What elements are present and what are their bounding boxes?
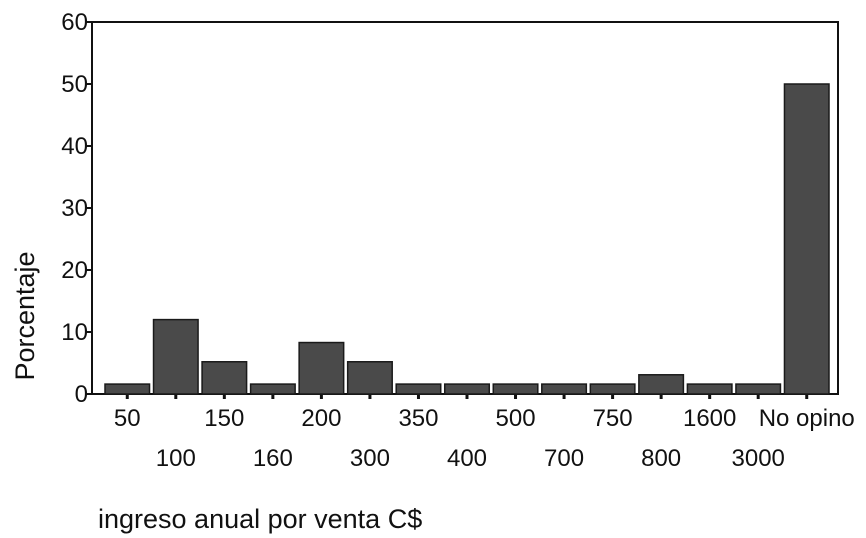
x-tick-label: No opino [759, 405, 855, 432]
bar-500 [492, 383, 539, 395]
x-tick-label: 350 [398, 405, 438, 432]
x-tick-label: 500 [496, 405, 536, 432]
bar-50 [104, 383, 151, 395]
bar-160 [249, 383, 296, 395]
bar-800 [638, 374, 685, 395]
bar-1600 [686, 383, 733, 395]
x-tick-label: 100 [156, 445, 196, 472]
y-tick-label: 40 [61, 133, 88, 160]
x-tick-label: 300 [350, 445, 390, 472]
x-tick-label: 750 [593, 405, 633, 432]
y-tick-label: 30 [61, 195, 88, 222]
bar-no-opino [783, 83, 830, 395]
x-tick-label: 200 [301, 405, 341, 432]
bar-400 [443, 383, 491, 395]
x-tick-label: 800 [641, 445, 681, 472]
bar-200 [298, 341, 345, 395]
y-tick-label: 20 [61, 257, 88, 284]
bar-100 [152, 318, 199, 395]
x-tick-label: 3000 [732, 445, 785, 472]
bar-350 [395, 383, 442, 395]
x-tick-label: 150 [204, 405, 244, 432]
bar-300 [346, 361, 393, 395]
bar-150 [201, 361, 248, 395]
x-tick-label: 400 [447, 445, 487, 472]
bar-3000 [735, 383, 782, 395]
y-tick-label: 50 [61, 71, 88, 98]
x-tick-label: 700 [544, 445, 584, 472]
plot-border [91, 21, 839, 395]
y-tick-label: 0 [75, 381, 88, 408]
x-tick-label: 160 [253, 445, 293, 472]
x-tick-label: 1600 [683, 405, 736, 432]
bars [104, 83, 830, 395]
bar-700 [541, 383, 588, 395]
plot-frame [91, 21, 839, 395]
bar-750 [589, 383, 636, 395]
y-tick-label: 10 [61, 319, 88, 346]
y-axis-title: Porcentaje [10, 251, 40, 380]
y-tick-label: 60 [61, 9, 88, 36]
x-axis-title: ingreso anual por venta C$ [98, 504, 422, 534]
x-tick-label: 50 [114, 405, 141, 432]
y-axis: 0 10 20 30 40 50 60 [61, 9, 92, 408]
